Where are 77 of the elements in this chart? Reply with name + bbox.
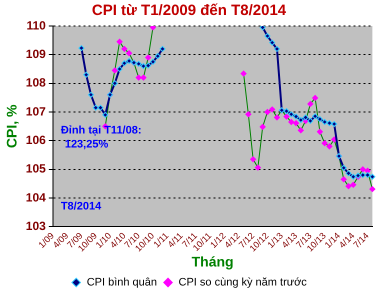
point: [274, 46, 280, 52]
point: [145, 54, 152, 61]
point: [346, 170, 352, 176]
point: [322, 140, 328, 146]
point: [326, 120, 332, 126]
point: [293, 120, 300, 126]
point: [145, 62, 152, 69]
point: [126, 58, 132, 64]
y-tick-label: 107: [26, 104, 46, 118]
point: [350, 182, 356, 188]
point: [360, 166, 366, 172]
point: [112, 80, 118, 86]
legend-label: CPI so cùng kỳ năm trước: [178, 276, 308, 289]
chart-title: CPI từ T1/2009 đến T8/2014: [92, 2, 287, 20]
point: [322, 119, 328, 126]
point: [274, 114, 280, 120]
point: [326, 143, 332, 150]
point: [154, 53, 161, 60]
y-tick-label: 105: [26, 162, 46, 176]
point: [369, 174, 376, 180]
point: [340, 164, 347, 171]
point: [136, 60, 142, 67]
y-tick-label: 103: [26, 218, 46, 233]
point: [121, 60, 128, 66]
annotation: T8/2014: [60, 200, 102, 213]
point: [264, 33, 270, 40]
point: [260, 124, 266, 130]
point: [245, 111, 252, 118]
point: [340, 176, 347, 182]
point: [88, 92, 94, 98]
annotation: Đỉnh tại T11/08: 123,25%: [60, 124, 142, 150]
point: [269, 40, 276, 46]
point: [116, 66, 123, 72]
point: [369, 186, 376, 192]
point: [284, 114, 290, 120]
point: [307, 118, 314, 124]
x-axis-title: Tháng: [192, 253, 234, 270]
point: [316, 128, 323, 135]
point: [116, 38, 123, 45]
point: [98, 104, 104, 111]
point: [140, 63, 146, 70]
y-tick-label: 106: [26, 132, 46, 147]
y-tick-label: 110: [26, 18, 46, 32]
point: [298, 127, 304, 134]
point: [312, 94, 318, 101]
point: [307, 100, 314, 107]
legend-label: CPI bình quân: [86, 276, 158, 289]
point: [346, 183, 352, 190]
point: [288, 119, 294, 126]
point: [316, 116, 323, 122]
point: [112, 67, 118, 74]
y-tick-label: 104: [26, 190, 46, 204]
point: [331, 121, 338, 128]
point: [288, 111, 294, 118]
point: [126, 50, 132, 56]
point: [121, 46, 128, 52]
point: [364, 172, 371, 178]
point: [269, 106, 276, 112]
point: [150, 58, 156, 65]
point: [78, 45, 84, 52]
point: [298, 117, 304, 124]
point: [240, 70, 247, 77]
point: [302, 114, 309, 120]
point: [264, 108, 270, 115]
point: [360, 172, 366, 178]
point: [293, 114, 300, 120]
y-axis-title: CPI, %: [3, 104, 20, 148]
point: [83, 72, 90, 78]
point: [350, 174, 356, 180]
point: [254, 164, 261, 171]
point: [102, 112, 108, 118]
point: [250, 156, 256, 162]
point: [312, 113, 318, 120]
y-tick-label: 109: [26, 46, 46, 61]
point: [284, 108, 290, 114]
y-tick-label: 108: [26, 76, 46, 90]
point: [160, 46, 166, 52]
